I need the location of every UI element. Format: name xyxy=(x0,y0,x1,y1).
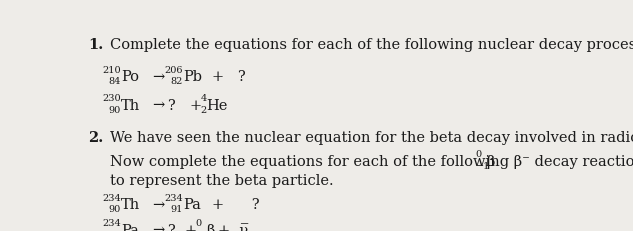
Text: 210: 210 xyxy=(102,66,121,75)
Text: to represent the beta particle.: to represent the beta particle. xyxy=(110,174,333,188)
Text: →: → xyxy=(152,99,164,112)
Text: Now complete the equations for each of the following β⁻ decay reactions, using: Now complete the equations for each of t… xyxy=(110,155,633,169)
Text: +   ?: + ? xyxy=(211,70,246,84)
Text: Complete the equations for each of the following nuclear decay processes.: Complete the equations for each of the f… xyxy=(110,38,633,52)
Text: He: He xyxy=(206,99,228,112)
Text: Th: Th xyxy=(121,198,140,212)
Text: β: β xyxy=(206,224,215,231)
Text: Th: Th xyxy=(121,99,140,112)
Text: 234: 234 xyxy=(102,219,121,228)
Text: →: → xyxy=(152,224,164,231)
Text: Pb: Pb xyxy=(183,70,202,84)
Text: 230: 230 xyxy=(102,94,121,103)
Text: 2.: 2. xyxy=(88,131,103,145)
Text: 2: 2 xyxy=(201,106,206,115)
Text: →: → xyxy=(152,70,164,84)
Text: 90: 90 xyxy=(109,205,121,214)
Text: 90: 90 xyxy=(109,106,121,115)
Text: →: → xyxy=(152,198,164,212)
Text: ?: ? xyxy=(167,224,175,231)
Text: 234: 234 xyxy=(165,194,183,203)
Text: Pa: Pa xyxy=(183,198,201,212)
Text: 206: 206 xyxy=(165,66,183,75)
Text: 234: 234 xyxy=(102,194,121,203)
Text: +: + xyxy=(189,99,202,112)
Text: +  ν̅: + ν̅ xyxy=(218,224,248,231)
Text: ?: ? xyxy=(167,99,175,112)
Text: −1: −1 xyxy=(475,162,490,171)
Text: 84: 84 xyxy=(108,77,121,86)
Text: 91: 91 xyxy=(171,205,183,214)
Text: +      ?: + ? xyxy=(211,198,259,212)
Text: 0: 0 xyxy=(196,219,201,228)
Text: We have seen the nuclear equation for the beta decay involved in radiocarbon dat: We have seen the nuclear equation for th… xyxy=(110,131,633,145)
Text: Pa: Pa xyxy=(121,224,139,231)
Text: β: β xyxy=(486,155,494,169)
Text: +: + xyxy=(184,224,196,231)
Text: 82: 82 xyxy=(171,77,183,86)
Text: Po: Po xyxy=(121,70,139,84)
Text: 0: 0 xyxy=(475,150,482,159)
Text: 1.: 1. xyxy=(88,38,103,52)
Text: 4: 4 xyxy=(201,94,206,103)
